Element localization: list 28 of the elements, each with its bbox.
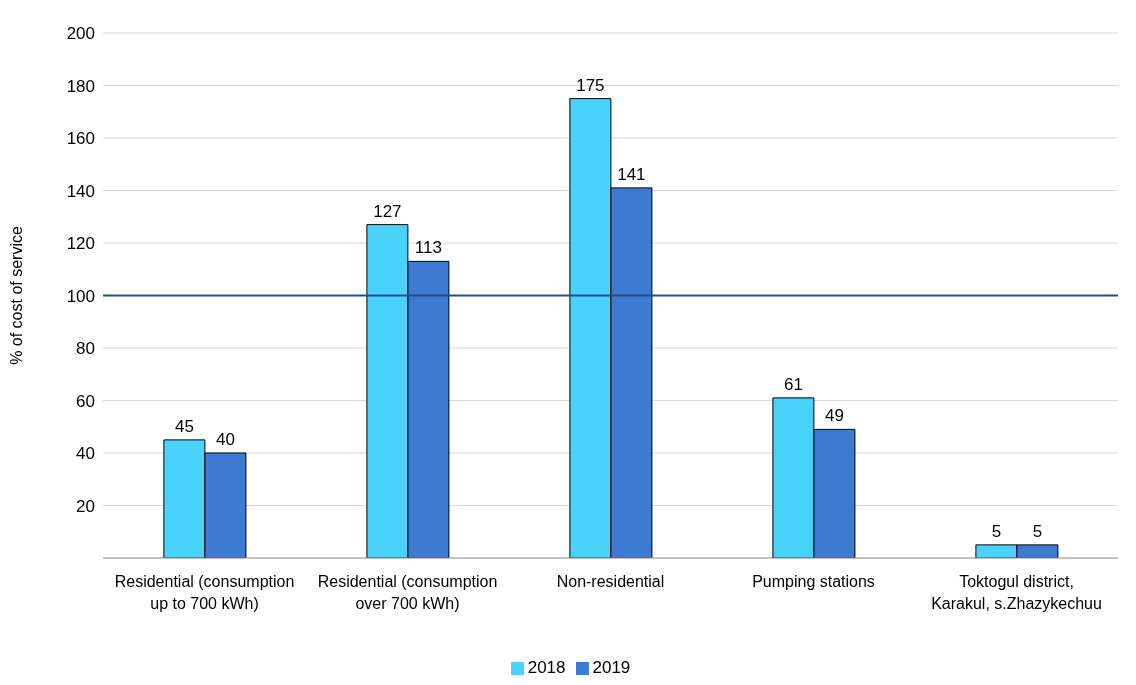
y-tick-label: 200 (66, 24, 95, 44)
y-tick-label: 60 (76, 391, 95, 411)
x-tick-label: Pumping stations (752, 573, 875, 591)
y-tick-label: 80 (76, 339, 95, 359)
legend-label: 2019 (592, 658, 631, 677)
y-axis-title: % of cost of service (7, 226, 25, 365)
data-label: 49 (824, 406, 844, 426)
data-label: 40 (215, 430, 235, 449)
legend-label: 2018 (527, 658, 566, 677)
x-tick-label: Residential (consumption over 700 kWh) (317, 573, 498, 613)
y-tick-label: 160 (66, 129, 95, 149)
data-label: 113 (414, 238, 442, 258)
y-tick-label: 20 (76, 496, 95, 516)
data-label: 5 (1032, 521, 1043, 541)
y-tick-label: 180 (66, 76, 95, 96)
data-label: 61 (783, 374, 803, 394)
y-tick-label: 100 (66, 286, 95, 306)
x-tick-label: Toktogul district, Karakul, s.Zhazykechuu (931, 573, 1102, 613)
data-label: 45 (174, 416, 194, 436)
data-label: 175 (576, 75, 605, 95)
x-tick-label: Non-residential (556, 573, 665, 591)
y-tick-label: 40 (76, 444, 95, 464)
data-label: 127 (373, 201, 402, 221)
x-tick-label: Residential (consumption up to 700 kWh) (114, 573, 295, 613)
data-label: 141 (617, 164, 646, 184)
y-tick-label: 120 (66, 234, 95, 254)
data-label: 5 (991, 521, 1002, 541)
y-tick-label: 140 (66, 181, 95, 201)
